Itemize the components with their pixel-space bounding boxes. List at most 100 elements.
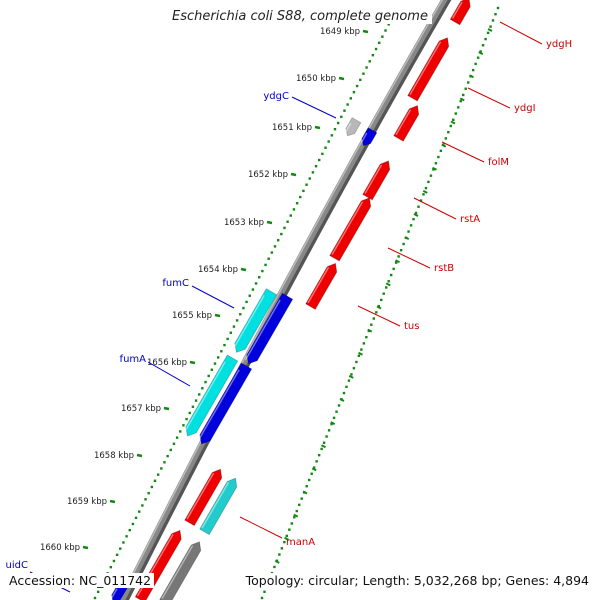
outer-tick-dot bbox=[419, 199, 423, 202]
gene-leader-line bbox=[467, 87, 511, 109]
outer-tick-dot bbox=[273, 565, 276, 569]
map-title: Escherichia coli S88, complete genome bbox=[0, 9, 600, 24]
outer-tick-dot bbox=[387, 280, 390, 283]
inner-tick-dot bbox=[239, 313, 242, 316]
tick-mark bbox=[214, 313, 221, 318]
outer-tick-mark bbox=[432, 166, 437, 171]
outer-tick-dot bbox=[489, 25, 492, 28]
outer-tick-mark bbox=[302, 490, 308, 495]
inner-tick-dot bbox=[96, 590, 100, 594]
outer-tick-dot bbox=[372, 317, 375, 320]
outer-tick-dot bbox=[494, 13, 497, 16]
inner-tick-dot bbox=[144, 498, 147, 501]
outer-tick-dot bbox=[322, 441, 326, 444]
outer-tick-mark bbox=[274, 559, 280, 564]
outer-tick-dot bbox=[474, 62, 477, 66]
outer-tick-mark bbox=[404, 236, 410, 241]
outer-tick-mark bbox=[358, 351, 363, 356]
outer-tick-mark bbox=[469, 74, 474, 79]
tick-label: 1651 kbp bbox=[272, 123, 312, 133]
inner-tick-dot bbox=[324, 146, 327, 149]
inner-tick-dot bbox=[258, 276, 261, 279]
outer-tick-mark bbox=[284, 536, 289, 541]
inner-tick-dot bbox=[362, 72, 365, 75]
inner-tick-dot bbox=[242, 306, 245, 310]
features bbox=[110, 0, 471, 600]
inner-tick-dot bbox=[109, 565, 112, 569]
outer-tick-dot bbox=[310, 472, 313, 475]
outer-tick-dot bbox=[496, 6, 500, 10]
outer-tick-dot bbox=[370, 323, 373, 326]
feature-fumC-cyan bbox=[232, 288, 278, 353]
inner-tick-dot bbox=[318, 158, 321, 162]
gene-label-rsta: rstA bbox=[460, 214, 480, 225]
gene-labels: ydgH ydgI folM rstA rstB tus manA ydgC fumC fumA u… bbox=[6, 21, 572, 593]
inner-tick-dot bbox=[254, 282, 258, 285]
outer-tick-mark bbox=[487, 28, 493, 32]
inner-tick-dot bbox=[292, 208, 296, 211]
outer-tick-dot bbox=[422, 193, 425, 196]
inner-tick-dot bbox=[226, 337, 229, 341]
outer-tick-dot bbox=[454, 112, 457, 115]
outer-tick-dot bbox=[462, 93, 465, 97]
outer-tick-dot bbox=[327, 429, 331, 432]
inner-tick-dot bbox=[147, 491, 150, 495]
tick-label: 1660 kbp bbox=[40, 543, 80, 553]
inner-tick-dot bbox=[289, 214, 292, 217]
map-title-text: Escherichia coli S88, complete genome bbox=[168, 9, 432, 24]
outer-tick-dot bbox=[362, 342, 366, 345]
inner-tick-dot bbox=[156, 473, 160, 476]
tick-label: 1658 kbp bbox=[94, 451, 134, 461]
tick-mark bbox=[290, 172, 297, 177]
gene-label-uidc: uidC bbox=[6, 560, 28, 571]
outer-tick-dot bbox=[352, 367, 356, 370]
outer-tick-dot bbox=[377, 304, 380, 308]
outer-tick-dot bbox=[464, 87, 467, 90]
inner-tick-dot bbox=[166, 454, 169, 458]
inner-tick-dot bbox=[270, 251, 274, 254]
gene-label-ydgc: ydgC bbox=[263, 91, 289, 102]
inner-tick-dot bbox=[343, 109, 346, 112]
outer-tick-dot bbox=[459, 99, 462, 103]
inner-tick-dot bbox=[261, 269, 264, 273]
inner-tick-dot bbox=[112, 559, 116, 563]
inner-tick-dot bbox=[333, 128, 337, 131]
inner-tick-dot bbox=[201, 387, 204, 390]
tick-mark bbox=[362, 29, 369, 34]
inner-tick-dot bbox=[216, 356, 220, 359]
outer-tick-dot bbox=[365, 335, 368, 339]
outer-tick-dot bbox=[330, 422, 333, 426]
inner-tick-dot bbox=[321, 152, 324, 156]
feature-grey-strand bbox=[159, 541, 202, 600]
inner-tick-dot bbox=[150, 485, 154, 489]
inner-tick-dot bbox=[280, 232, 283, 236]
outer-tick-dot bbox=[263, 590, 266, 593]
outer-tick-dot bbox=[491, 19, 495, 22]
outer-tick-dot bbox=[345, 385, 348, 389]
inner-tick-dot bbox=[302, 189, 305, 193]
inner-tick-dot bbox=[115, 553, 119, 557]
inner-tick-dot bbox=[381, 35, 384, 38]
feature-ydgC bbox=[360, 127, 378, 147]
inner-tick-dot bbox=[207, 374, 210, 378]
outer-tick-dot bbox=[476, 56, 480, 59]
inner-tick-dot bbox=[138, 510, 141, 513]
tick-label: 1655 kbp bbox=[172, 311, 212, 321]
outer-tick-dot bbox=[434, 162, 438, 165]
tick-label: 1654 kbp bbox=[198, 265, 238, 275]
outer-tick-dot bbox=[417, 205, 420, 208]
tick-mark bbox=[109, 499, 116, 504]
feature-tus bbox=[305, 262, 338, 310]
outer-tick-mark bbox=[348, 374, 354, 379]
outer-tick-mark bbox=[330, 421, 336, 426]
inner-tick-dot bbox=[169, 448, 172, 452]
tick-mark bbox=[136, 453, 143, 458]
tick-label: 1650 kbp bbox=[296, 74, 336, 84]
inner-tick-dot bbox=[267, 257, 270, 260]
outer-tick-dot bbox=[439, 149, 443, 153]
outer-tick-dot bbox=[414, 211, 418, 215]
inner-tick-dot bbox=[188, 411, 191, 415]
outer-tick-dot bbox=[315, 460, 318, 463]
tick-label: 1649 kbp bbox=[320, 27, 360, 37]
